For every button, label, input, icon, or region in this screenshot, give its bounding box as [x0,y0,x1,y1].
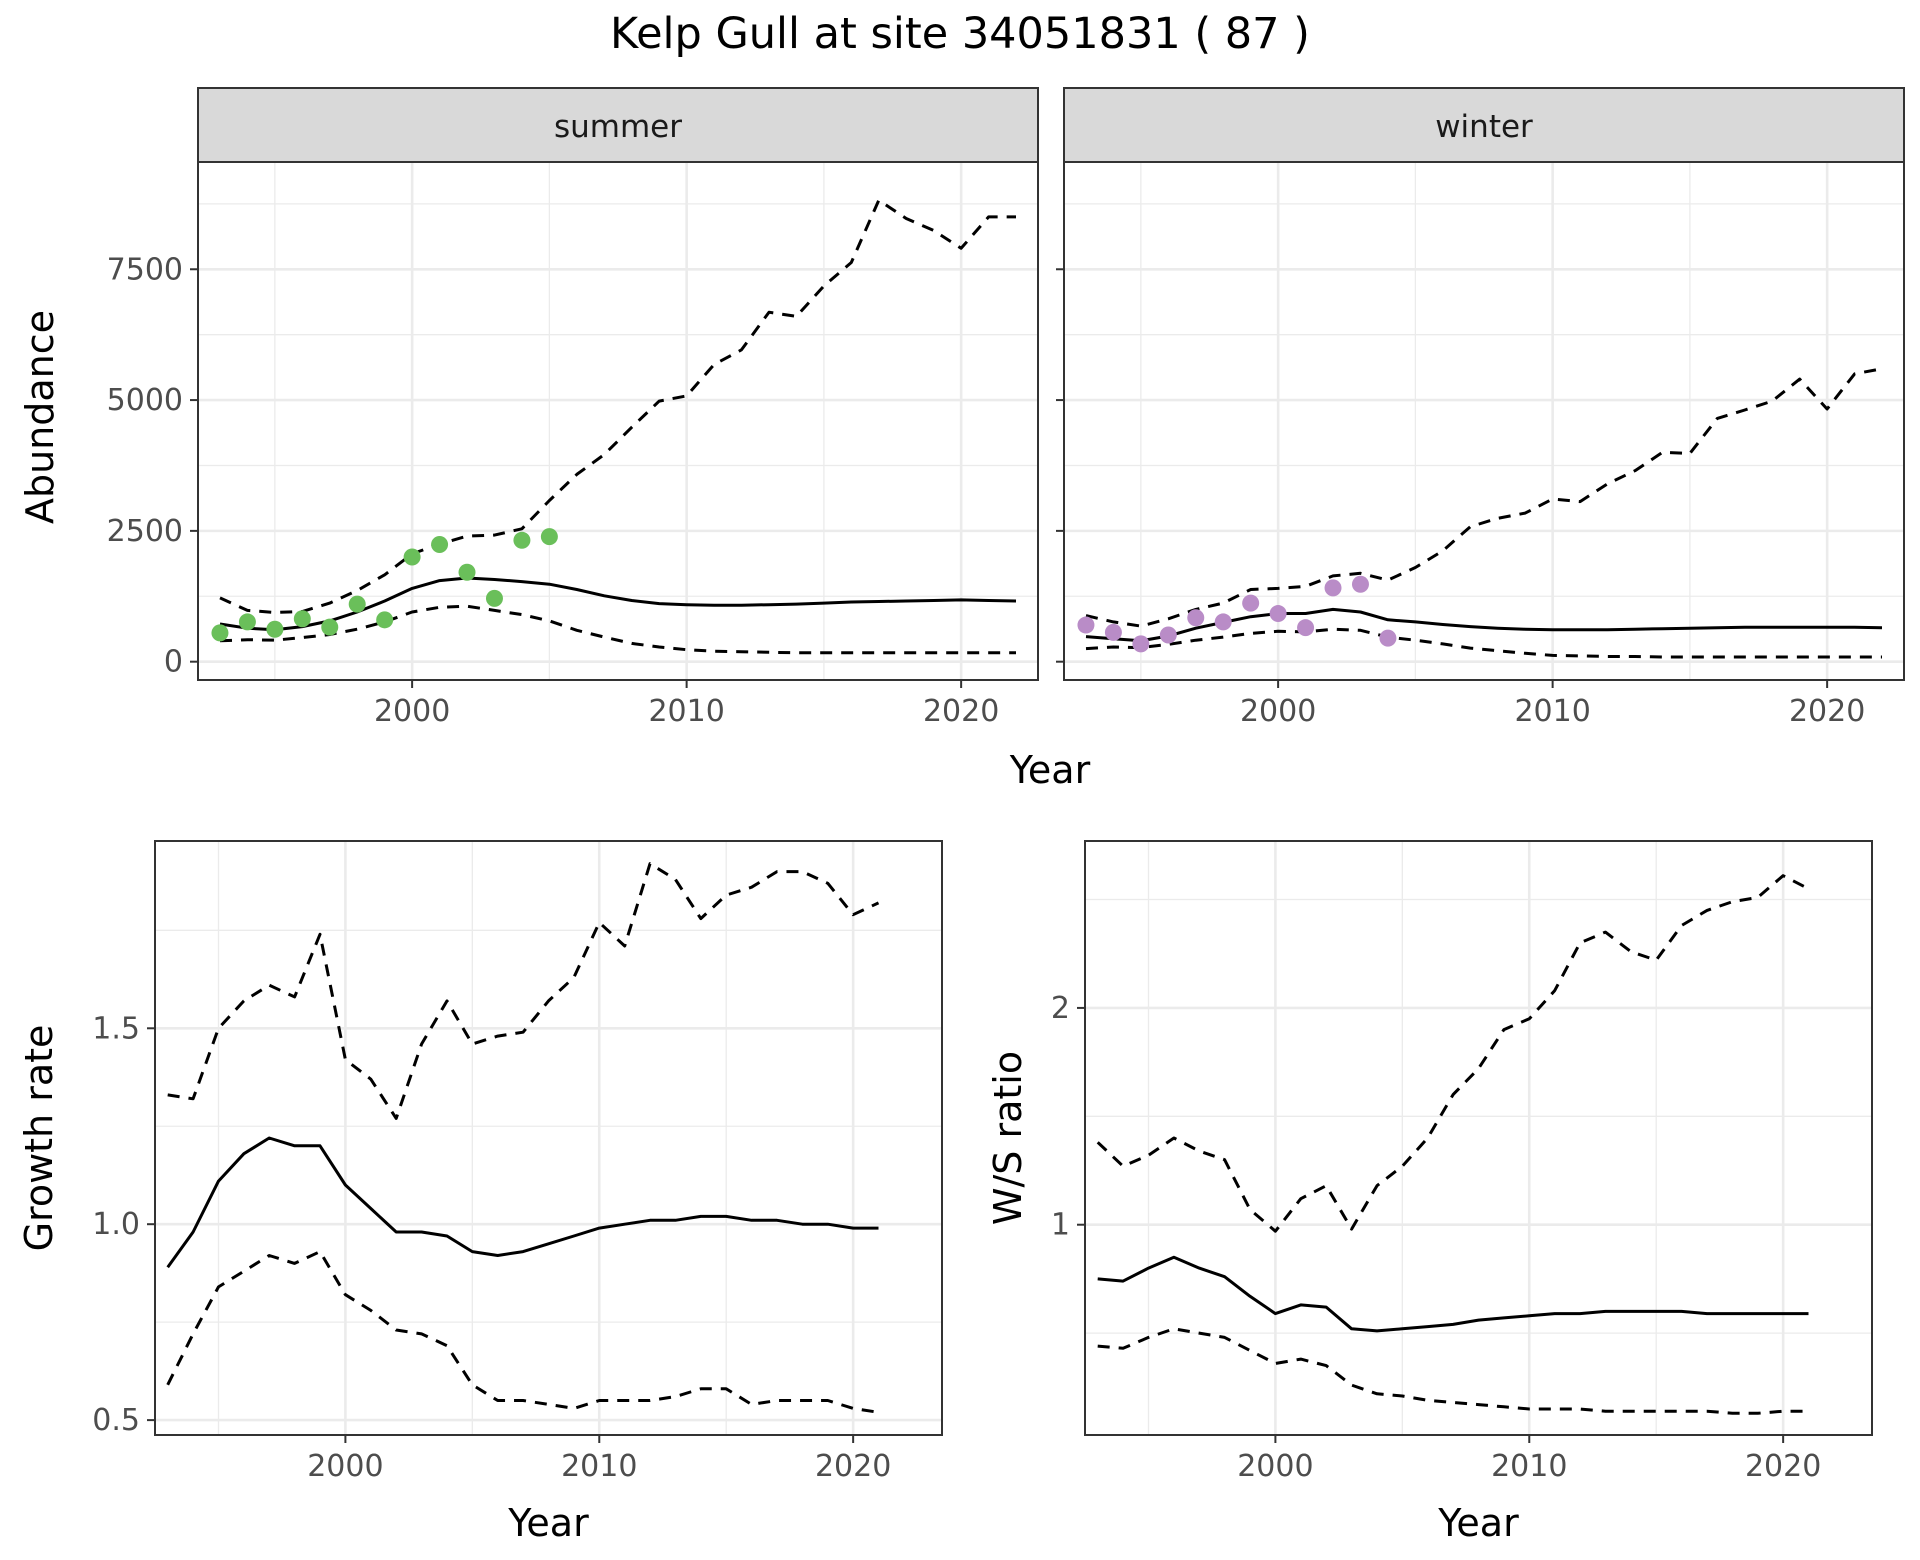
x-tick-label: 2000 [307,1449,383,1484]
facet-strip-background [197,87,1039,163]
x-tick-label: 2000 [374,694,450,729]
series-line-lower [219,604,1016,655]
plot-background [155,841,942,1435]
series-line-upper [1085,367,1883,628]
observed-points [1077,575,1397,653]
plot-background [198,162,1038,680]
x-tick-label: 2010 [648,694,724,729]
series-lines [219,198,1017,655]
data-point [1187,609,1205,627]
data-point [293,610,311,628]
series-line-upper [167,862,880,1120]
data-point [540,528,558,546]
series-line-estimate [1097,1255,1809,1333]
data-point [513,531,531,549]
facet-strip: winter [1063,87,1905,163]
x-axis: 2000 2010 2020 [374,680,999,729]
y-tick-label: 1.0 [92,1207,140,1242]
data-point [321,618,339,636]
y-tick-label: 0.5 [92,1403,140,1438]
observed-points [211,528,558,642]
data-point [238,613,256,631]
y-axis [1056,268,1064,663]
growth-rate-panel: 2000 2010 2020 0.5 1.0 1.5 Year Growth rate [17,840,943,1545]
y-axis: 12 [1051,991,1085,1243]
figure-title: Kelp Gull at site 34051831 ( 87 ) [610,9,1310,59]
panel-border [1084,840,1873,1436]
data-point [458,563,476,581]
data-point [1077,616,1095,634]
x-axis-label: Year [1437,1501,1519,1545]
y-tick-label: 2500 [107,514,183,549]
y-tick-label: 1 [1051,1208,1070,1243]
facet-strip-label: winter [1435,109,1533,145]
y-tick-label: 5000 [107,383,183,418]
winter-panel: winter 2000 2010 2020 [1056,87,1905,729]
x-tick-label: 2000 [1237,1449,1313,1484]
data-point [403,548,421,566]
data-point [1379,629,1397,647]
data-point [1351,575,1369,593]
data-point [376,611,394,629]
series-line-estimate [166,1136,879,1269]
x-axis: 2000 2010 2020 [307,1435,891,1484]
series-line-lower [1085,627,1882,659]
data-point [1132,635,1150,653]
series-lines [1096,874,1810,1415]
data-point [1159,626,1177,644]
data-point [266,620,284,638]
data-point [1324,579,1342,597]
series-line-lower [1097,1327,1809,1415]
data-point [1214,613,1232,631]
y-axis: 0 2500 5000 7500 [107,252,198,680]
top-y-axis-label: Abundance [18,310,62,524]
top-x-axis-label: Year [1009,748,1091,792]
gridlines [1064,162,1904,680]
x-tick-label: 2010 [1491,1449,1567,1484]
data-point [431,535,449,553]
y-tick-label: 0 [164,645,183,680]
series-line-lower [166,1250,879,1414]
data-point [211,624,229,642]
data-point [485,589,503,607]
y-axis-label: W/S ratio [986,1051,1030,1225]
y-tick-label: 7500 [107,252,183,287]
x-tick-label: 2020 [923,694,999,729]
x-axis-label: Year [507,1501,589,1545]
data-point [1104,623,1122,641]
y-axis-label: Growth rate [17,1025,61,1252]
x-axis: 2000 2010 2020 [1240,680,1865,729]
plot-background [1064,162,1904,680]
gridlines [198,162,1038,680]
facet-strip-label: summer [554,109,682,145]
series-line-estimate [219,576,1017,632]
x-tick-label: 2020 [1745,1449,1821,1484]
gridlines [155,841,942,1435]
series-line-upper [1096,874,1810,1233]
summer-panel: summer 2000 2010 2020 0 2500 5000 7500 [107,87,1039,729]
facet-strip: summer [197,87,1039,163]
facet-strip-background [1063,87,1905,163]
y-tick-label: 1.5 [92,1011,140,1046]
y-tick-label: 2 [1051,991,1070,1026]
x-tick-label: 2010 [561,1449,637,1484]
x-tick-label: 2000 [1240,694,1316,729]
x-tick-label: 2020 [1789,694,1865,729]
plot-background [1085,841,1872,1435]
panel-border [154,840,943,1436]
data-point [1242,594,1260,612]
x-tick-label: 2010 [1514,694,1590,729]
data-point [1269,605,1287,623]
y-axis: 0.5 1.0 1.5 [92,1011,155,1438]
data-point [348,595,366,613]
x-tick-label: 2020 [815,1449,891,1484]
series-lines [166,862,880,1414]
x-axis: 2000 2010 2020 [1237,1435,1821,1484]
data-point [1297,619,1315,637]
